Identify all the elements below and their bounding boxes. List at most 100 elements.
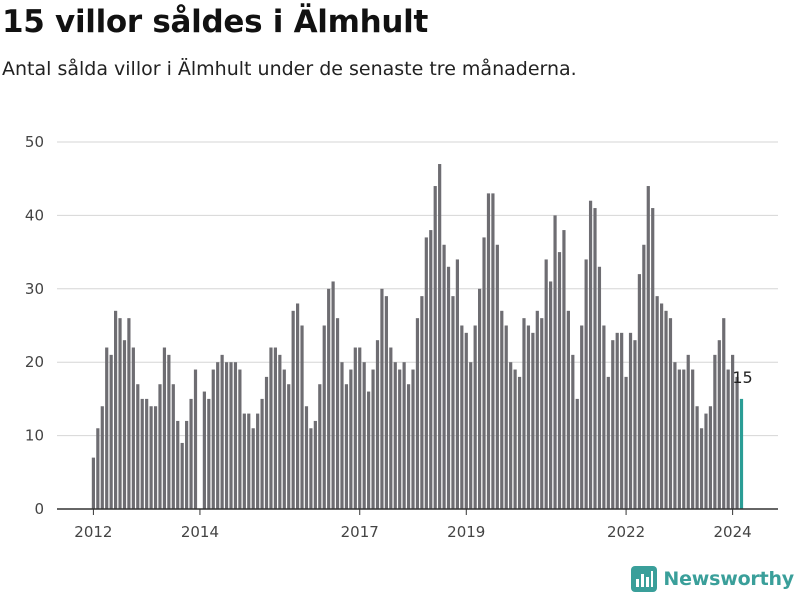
y-tick-label: 30 xyxy=(25,280,44,298)
bar xyxy=(402,362,406,509)
bar xyxy=(362,362,366,509)
bar xyxy=(238,369,242,509)
bar xyxy=(122,340,127,509)
last-value-label: 15 xyxy=(732,368,752,387)
bar xyxy=(211,369,215,509)
x-tick-label: 2019 xyxy=(447,523,485,541)
bar xyxy=(455,259,459,509)
bar xyxy=(251,428,255,509)
bar xyxy=(446,266,451,509)
bar xyxy=(646,186,650,510)
bar xyxy=(291,310,295,509)
bar xyxy=(176,420,180,509)
bar xyxy=(91,457,95,509)
bar xyxy=(464,332,468,509)
x-tick-label: 2024 xyxy=(714,523,752,541)
bar xyxy=(602,325,606,509)
bar xyxy=(189,398,193,509)
bar xyxy=(415,318,420,509)
bar xyxy=(313,420,317,509)
bar xyxy=(504,325,508,509)
bar xyxy=(344,384,349,509)
bar xyxy=(300,325,304,509)
brand-logo: Newsworthy xyxy=(631,566,794,592)
bar xyxy=(118,318,122,509)
bar xyxy=(193,369,198,509)
bar xyxy=(637,274,641,509)
bar xyxy=(153,406,158,509)
bar xyxy=(699,428,704,509)
bar xyxy=(513,369,517,509)
bar xyxy=(105,347,109,509)
bar xyxy=(433,186,437,510)
bar xyxy=(442,244,446,509)
bars xyxy=(91,164,744,510)
bar xyxy=(411,369,415,509)
bar xyxy=(469,362,473,509)
bar xyxy=(722,318,726,509)
bar xyxy=(384,296,388,509)
bar xyxy=(473,325,477,509)
bar xyxy=(278,354,282,509)
bar xyxy=(655,296,659,509)
bar xyxy=(185,420,189,509)
bar xyxy=(624,376,628,509)
bar xyxy=(708,406,713,509)
x-tick-label: 2022 xyxy=(607,523,645,541)
bar xyxy=(109,354,113,509)
bar xyxy=(242,413,246,509)
bar xyxy=(620,332,624,509)
bar xyxy=(340,362,344,509)
bar xyxy=(673,362,677,509)
bar xyxy=(580,325,584,509)
bar xyxy=(588,200,593,509)
bar xyxy=(224,362,229,509)
bar xyxy=(420,296,424,509)
bar xyxy=(735,376,739,509)
bar xyxy=(482,237,486,510)
bar xyxy=(695,406,699,509)
bar xyxy=(429,230,433,509)
bar xyxy=(495,244,499,509)
bar xyxy=(726,369,730,509)
y-tick-label: 50 xyxy=(25,133,44,151)
brand-name: Newsworthy xyxy=(663,568,794,590)
bar xyxy=(367,391,371,509)
bar xyxy=(202,391,206,509)
bar xyxy=(149,406,153,509)
bar xyxy=(100,406,104,509)
x-axis-ticks: 2012 2014 2017 2019 2022 2024 xyxy=(74,509,752,541)
bar xyxy=(451,296,455,509)
bar xyxy=(304,406,309,509)
chart-subtitle: Antal sålda villor i Älmhult under de se… xyxy=(2,58,577,80)
bar xyxy=(460,325,464,509)
bar xyxy=(327,288,331,509)
bar xyxy=(642,244,646,509)
bar xyxy=(717,340,721,509)
bar xyxy=(522,318,526,509)
bar xyxy=(540,318,544,509)
bar xyxy=(127,318,131,509)
bar xyxy=(731,354,735,509)
y-tick-label: 40 xyxy=(25,206,44,224)
bar xyxy=(571,354,575,509)
bar xyxy=(526,325,531,509)
bar xyxy=(393,362,397,509)
bar xyxy=(140,398,144,509)
bar xyxy=(593,208,597,509)
bar xyxy=(162,347,167,509)
bar xyxy=(500,310,504,509)
bar xyxy=(398,369,402,509)
bar xyxy=(158,384,162,509)
bar xyxy=(611,340,615,509)
data-labels: 15 xyxy=(732,368,752,387)
bar xyxy=(331,281,335,509)
bar xyxy=(517,376,522,509)
bar xyxy=(566,310,570,509)
x-tick-label: 2017 xyxy=(341,523,379,541)
bar xyxy=(682,369,686,509)
bar xyxy=(677,369,681,509)
bar xyxy=(486,193,491,509)
bar xyxy=(633,340,637,509)
y-tick-label: 0 xyxy=(34,500,44,518)
